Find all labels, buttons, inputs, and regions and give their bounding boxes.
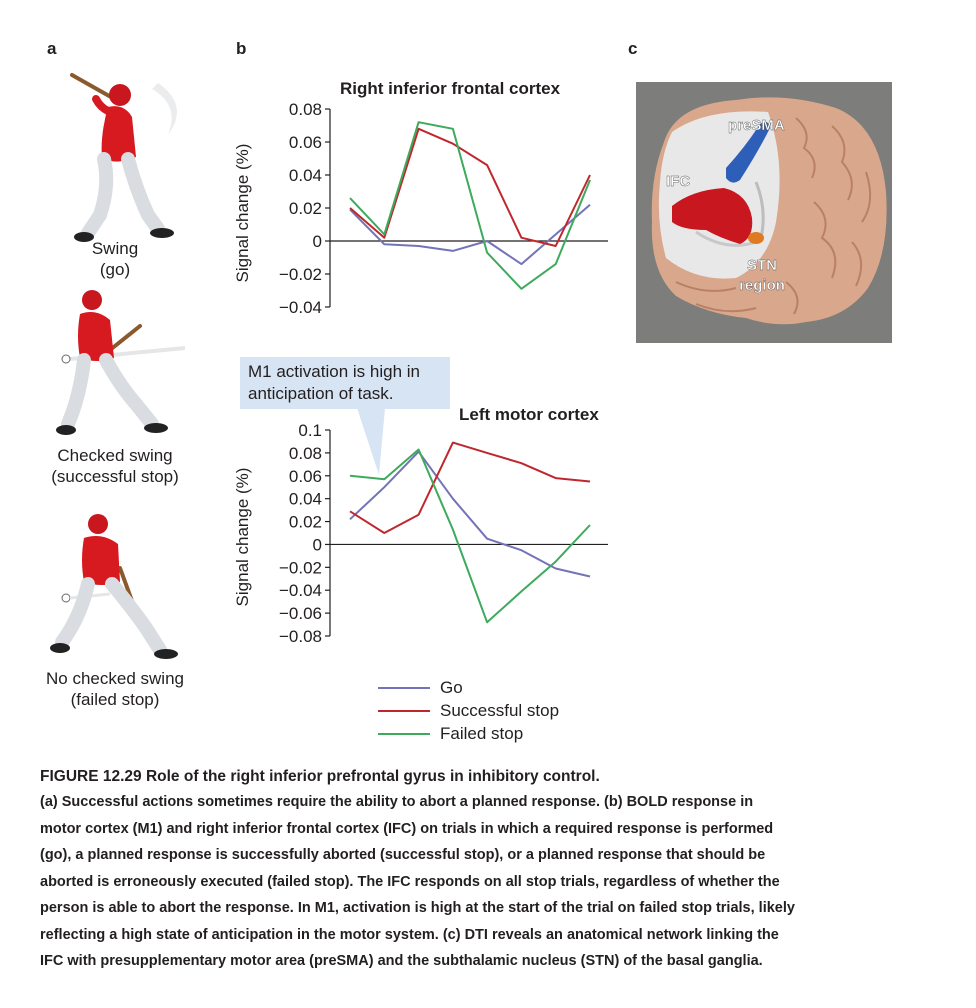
y-tick-label: 0.06 — [289, 133, 322, 152]
y-tick-label: 0 — [313, 232, 322, 251]
series-line-go — [349, 203, 591, 266]
chart-ifc: Signal change (%) 0.08 0.06 0.04 0.02 0 −0.02… — [233, 100, 608, 317]
legend-label-successful-stop: Successful stop — [440, 700, 560, 720]
y-tick-label: −0.06 — [279, 604, 322, 623]
figure-caption-line: (a) Successful actions sometimes require… — [40, 794, 754, 810]
legend-label-failed-stop: Failed stop — [440, 723, 524, 743]
y-tick-label: 0.08 — [289, 444, 322, 463]
legend-swatch-failed-stop — [378, 732, 430, 735]
figure-caption-line: aborted is erroneously executed (failed … — [40, 873, 780, 890]
callout-line2: anticipation of task. — [248, 384, 394, 403]
series-line-go — [349, 450, 591, 578]
panel-letter-a: a — [47, 39, 57, 58]
player-failed-stop-illustration — [50, 514, 178, 659]
figure-caption-line: (go), a planned response is successfully… — [40, 847, 766, 863]
figure-caption-line: IFC with presupplementary motor area (pr… — [40, 953, 763, 969]
y-tick-label: −0.04 — [279, 298, 322, 317]
figure-caption-line: person is able to abort the response. In… — [40, 900, 795, 916]
chart-m1: Signal change (%) 0.1 0.08 0.06 0.04 0.02 0 −0… — [233, 421, 608, 646]
chart-title-ifc: Right inferior frontal cortex — [340, 79, 561, 98]
y-tick-label: −0.08 — [279, 627, 322, 646]
chart-ifc-ylabel: Signal change (%) — [233, 144, 252, 283]
y-tick-label: 0.04 — [289, 166, 322, 185]
callout-pointer — [357, 408, 385, 475]
chart-title-m1: Left motor cortex — [459, 405, 599, 424]
figure-caption-body: (a) Successful actions sometimes require… — [40, 789, 940, 975]
y-tick-label: 0 — [313, 535, 322, 554]
series-line-failed-stop — [349, 121, 591, 290]
player-checked-swing-illustration — [56, 290, 186, 435]
y-tick-label: 0.02 — [289, 513, 322, 532]
player-caption-go-line2: (go) — [99, 260, 131, 279]
player-caption-go-line1: Swing — [91, 239, 139, 258]
y-tick-label: −0.04 — [279, 581, 322, 600]
player-swing-illustration — [70, 73, 177, 242]
legend-swatch-successful-stop — [378, 709, 430, 712]
chart-m1-ylabel: Signal change (%) — [233, 468, 252, 607]
callout-line1: M1 activation is high in — [248, 362, 420, 381]
player-caption-successful-stop: Checked swing (successful stop) — [30, 445, 200, 487]
legend-item-failed-stop: Failed stop — [378, 722, 559, 745]
y-tick-label: 0.06 — [289, 467, 322, 486]
player-caption-go: Swing (go) — [40, 238, 190, 280]
y-tick-label: 0.02 — [289, 199, 322, 218]
legend-item-go: Go — [378, 676, 559, 699]
brain-dti-image: preSMA IFC STN region — [636, 82, 892, 343]
y-tick-label: 0.04 — [289, 490, 322, 509]
series-line-successful-stop — [349, 127, 591, 247]
brain-label-stn: STN — [747, 257, 777, 274]
player-caption-successful-stop-line2: (successful stop) — [51, 467, 179, 486]
player-caption-failed-stop: No checked swing (failed stop) — [30, 668, 200, 710]
y-tick-label: −0.02 — [279, 558, 322, 577]
figure-caption-line: reflecting a high state of anticipation … — [40, 926, 779, 943]
legend-item-successful-stop: Successful stop — [378, 699, 559, 722]
player-caption-failed-stop-line2: (failed stop) — [70, 690, 160, 709]
brain-label-presma: preSMA — [728, 117, 785, 134]
brain-label-ifc: IFC — [666, 173, 690, 190]
y-tick-label: −0.02 — [279, 265, 322, 284]
y-tick-label: 0.08 — [289, 100, 322, 119]
legend-label-go: Go — [440, 677, 463, 697]
chart-legend: Go Successful stop Failed stop — [378, 676, 559, 745]
panel-letter-b: b — [236, 39, 247, 58]
y-tick-label: 0.1 — [298, 421, 322, 440]
series-line-failed-stop — [349, 448, 591, 624]
figure-caption-line: motor cortex (M1) and right inferior fro… — [40, 820, 774, 837]
legend-swatch-go — [378, 686, 430, 689]
series-line-successful-stop — [349, 441, 591, 534]
player-caption-successful-stop-line1: Checked swing — [57, 446, 173, 465]
player-caption-failed-stop-line1: No checked swing — [46, 669, 184, 688]
panel-letter-c: c — [628, 39, 638, 58]
figure-caption-title: FIGURE 12.29 Role of the right inferior … — [40, 768, 600, 785]
callout-m1-anticipation: M1 activation is high in anticipation of… — [240, 357, 450, 409]
brain-label-stn-region: region — [739, 277, 785, 294]
